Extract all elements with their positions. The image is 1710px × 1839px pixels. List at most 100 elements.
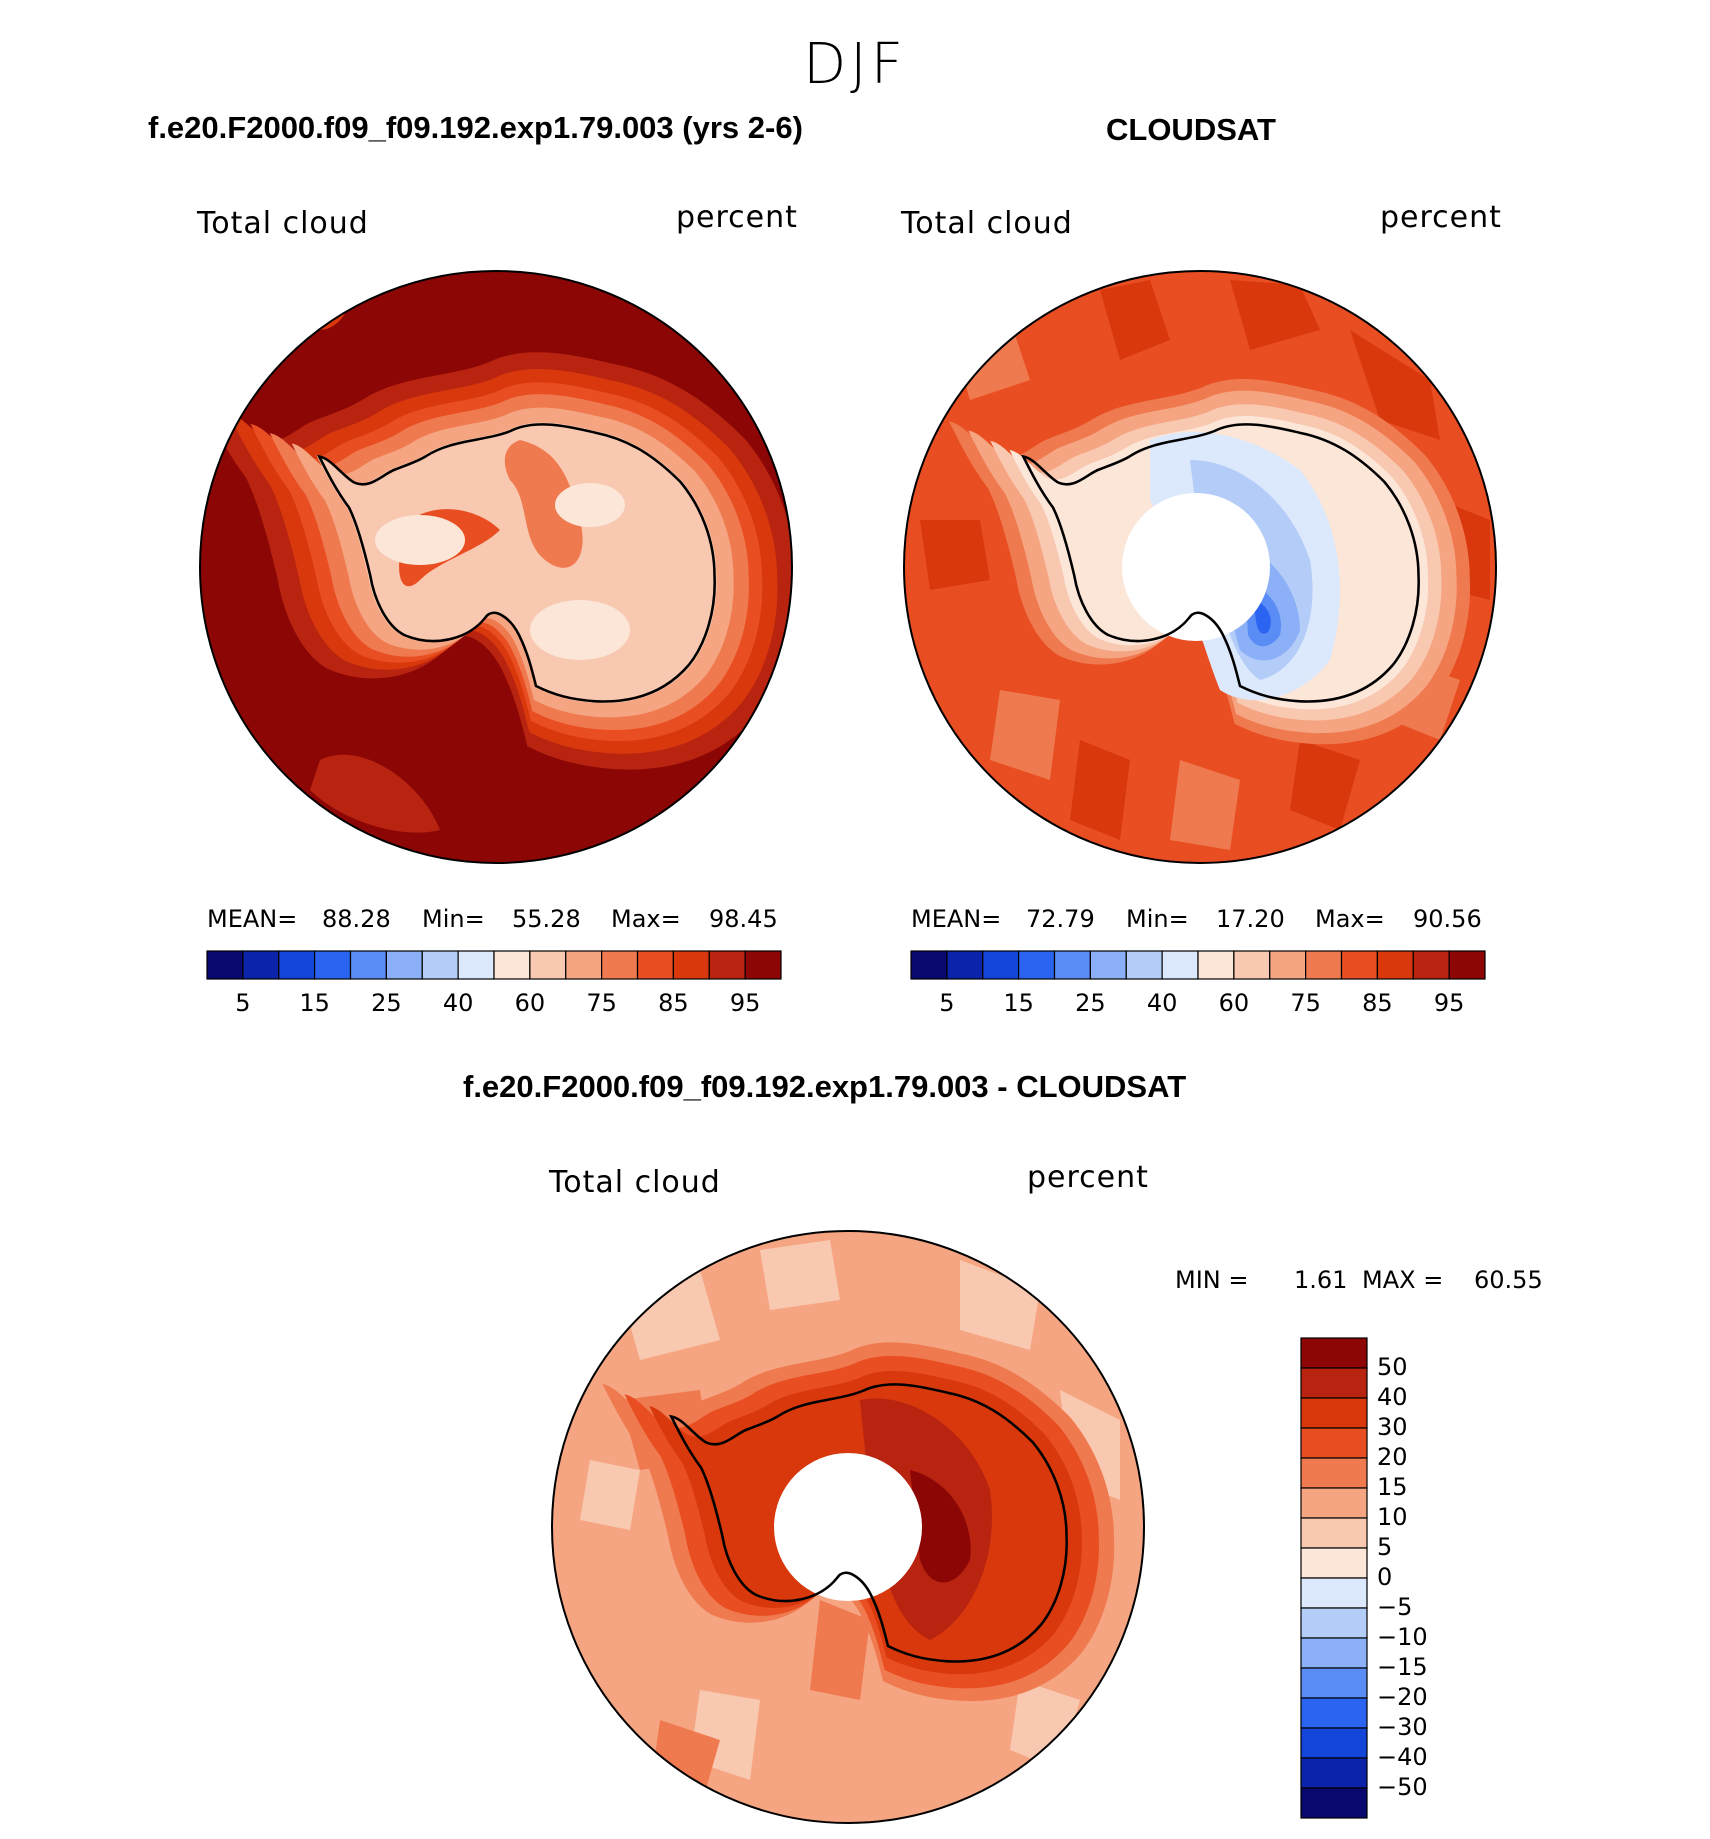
colorbar-swatch xyxy=(1300,1757,1368,1789)
colorbar-swatch xyxy=(1089,950,1127,980)
panel2-min-label: Min= xyxy=(1126,905,1189,933)
colorbar-swatch xyxy=(1300,1487,1368,1519)
p1-patch-s xyxy=(310,754,440,833)
panel2-mean-value: 72.79 xyxy=(1026,905,1095,933)
colorbar-swatch xyxy=(278,950,316,980)
colorbar-swatch xyxy=(457,950,495,980)
colorbar-swatch xyxy=(1305,950,1343,980)
colorbar-swatch xyxy=(1300,1517,1368,1549)
colorbar-swatch xyxy=(1300,1727,1368,1759)
panel3-map-fill xyxy=(552,1231,1144,1823)
panel1-max-value: 98.45 xyxy=(709,905,778,933)
colorbar-swatch xyxy=(1300,1667,1368,1699)
colorbar-tick-label: 95 xyxy=(729,989,761,1017)
colorbar-swatch xyxy=(744,950,782,980)
colorbar-tick-label: 60 xyxy=(514,989,546,1017)
colorbar-swatch xyxy=(349,950,387,980)
panel2-max-value: 90.56 xyxy=(1413,905,1482,933)
colorbar-swatch xyxy=(708,950,746,980)
colorbar-tick-label: 5 xyxy=(1377,1533,1393,1561)
colorbar-tick-label: −50 xyxy=(1377,1773,1428,1801)
colorbar-swatch xyxy=(601,950,639,980)
panel2-map xyxy=(903,270,1497,864)
panel3-colorbar xyxy=(1300,1337,1368,1819)
colorbar-tick-label: 30 xyxy=(1377,1413,1408,1441)
colorbar-tick-label: 75 xyxy=(1290,989,1321,1017)
colorbar-swatch xyxy=(242,950,280,980)
p3-pole-hole xyxy=(774,1453,922,1601)
panel2-max-label: Max= xyxy=(1315,905,1385,933)
colorbar-tick-label: 5 xyxy=(939,989,955,1017)
p2-blue5 xyxy=(1254,600,1271,634)
colorbar-swatch xyxy=(1300,1607,1368,1639)
colorbar-tick-label: 50 xyxy=(1377,1353,1408,1381)
colorbar-tick-label: −10 xyxy=(1377,1623,1428,1651)
p3-border xyxy=(551,1230,1145,1824)
colorbar-tick-label: 15 xyxy=(299,989,330,1017)
colorbar-tick-label: 85 xyxy=(658,989,689,1017)
colorbar-tick-label: 40 xyxy=(1146,989,1178,1017)
colorbar-swatch xyxy=(493,950,531,980)
colorbar-tick-label: −15 xyxy=(1377,1653,1428,1681)
colorbar-swatch xyxy=(1018,950,1056,980)
colorbar-swatch xyxy=(1300,1367,1368,1399)
panel1-min-label: Min= xyxy=(422,905,485,933)
panel3-max-value: 60.55 xyxy=(1474,1266,1543,1294)
panel3-map xyxy=(551,1230,1145,1824)
colorbar-swatch xyxy=(1300,1697,1368,1729)
panel3-case-title: f.e20.F2000.f09_f09.192.exp1.79.003 - CL… xyxy=(463,1069,1187,1104)
panel2-min-value: 17.20 xyxy=(1216,905,1285,933)
colorbar-swatch xyxy=(1300,1547,1368,1579)
p3-peak xyxy=(910,1470,971,1583)
panel1-mean-label: MEAN= xyxy=(207,905,298,933)
colorbar-swatch xyxy=(1300,1457,1368,1489)
colorbar-swatch xyxy=(206,950,244,980)
colorbar-swatch xyxy=(1300,1337,1368,1369)
colorbar-swatch xyxy=(1053,950,1091,980)
panel1-variable-label: Total cloud xyxy=(197,206,369,241)
colorbar-swatch xyxy=(1300,1427,1368,1459)
colorbar-swatch xyxy=(1412,950,1450,980)
colorbar-swatch xyxy=(636,950,674,980)
colorbar-swatch xyxy=(1300,1577,1368,1609)
colorbar-tick-label: 60 xyxy=(1218,989,1250,1017)
panel2-colorbar xyxy=(910,950,1486,980)
colorbar-tick-label: 40 xyxy=(1377,1383,1408,1411)
colorbar-swatch xyxy=(1233,950,1271,980)
colorbar-tick-label: 95 xyxy=(1433,989,1465,1017)
colorbar-tick-label: 0 xyxy=(1377,1563,1393,1591)
colorbar-swatch xyxy=(385,950,423,980)
p1-ridge xyxy=(504,440,583,568)
colorbar-swatch xyxy=(1300,1787,1368,1819)
panel2-mean-label: MEAN= xyxy=(911,905,1002,933)
colorbar-swatch xyxy=(1300,1637,1368,1669)
p1-core3 xyxy=(530,600,630,660)
p2-pole-hole xyxy=(1122,493,1270,641)
panel1-min-value: 55.28 xyxy=(512,905,581,933)
colorbar-tick-label: 25 xyxy=(371,989,402,1017)
panel2-units-label: percent xyxy=(1380,200,1502,235)
panel3-min-label: MIN = xyxy=(1175,1266,1249,1294)
panel1-units-label: percent xyxy=(676,200,798,235)
colorbar-swatch xyxy=(982,950,1020,980)
colorbar-swatch xyxy=(1376,950,1414,980)
colorbar-swatch xyxy=(1161,950,1199,980)
colorbar-swatch xyxy=(529,950,567,980)
figure-title: DJF xyxy=(803,32,907,97)
panel2-map-fill xyxy=(904,271,1496,863)
colorbar-swatch xyxy=(1340,950,1378,980)
colorbar-swatch xyxy=(314,950,352,980)
panel3-units-label: percent xyxy=(1027,1160,1149,1195)
colorbar-swatch xyxy=(1448,950,1486,980)
colorbar-tick-label: 5 xyxy=(235,989,251,1017)
colorbar-swatch xyxy=(1300,1397,1368,1429)
panel1-map-fill xyxy=(200,271,792,863)
panel1-map xyxy=(199,270,793,864)
colorbar-swatch xyxy=(565,950,603,980)
panel3-variable-label: Total cloud xyxy=(549,1165,721,1200)
colorbar-swatch xyxy=(1125,950,1163,980)
colorbar-tick-label: 25 xyxy=(1075,989,1106,1017)
colorbar-tick-label: 15 xyxy=(1377,1473,1408,1501)
colorbar-swatch xyxy=(1269,950,1307,980)
